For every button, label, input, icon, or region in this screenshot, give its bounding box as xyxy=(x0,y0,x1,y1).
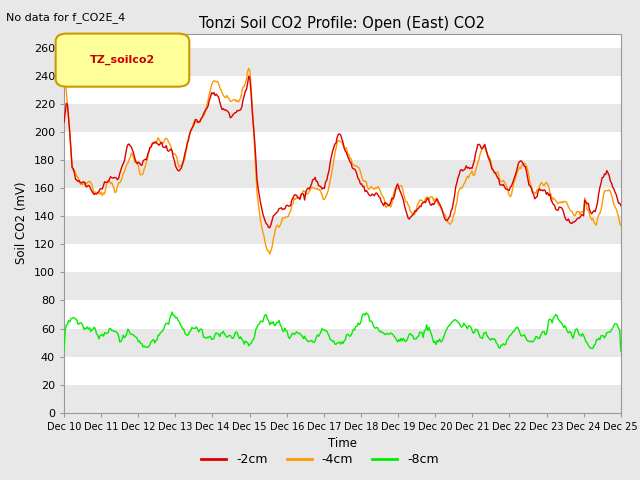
Bar xyxy=(64,216,621,244)
Bar xyxy=(64,76,621,104)
Legend: -2cm, -4cm, -8cm: -2cm, -4cm, -8cm xyxy=(196,448,444,471)
Bar xyxy=(64,384,621,413)
X-axis label: Time: Time xyxy=(328,437,357,450)
Bar xyxy=(64,160,621,188)
Text: No data for f_CO2E_4: No data for f_CO2E_4 xyxy=(6,12,125,23)
Bar xyxy=(64,244,621,272)
Bar xyxy=(64,328,621,357)
Bar xyxy=(64,300,621,328)
Bar xyxy=(64,188,621,216)
Bar xyxy=(64,357,621,384)
Bar xyxy=(64,104,621,132)
Bar xyxy=(64,272,621,300)
Y-axis label: Soil CO2 (mV): Soil CO2 (mV) xyxy=(15,182,28,264)
Bar xyxy=(64,132,621,160)
FancyBboxPatch shape xyxy=(56,34,189,87)
Text: TZ_soilco2: TZ_soilco2 xyxy=(90,54,155,64)
Bar xyxy=(64,48,621,76)
Title: Tonzi Soil CO2 Profile: Open (East) CO2: Tonzi Soil CO2 Profile: Open (East) CO2 xyxy=(200,16,485,31)
